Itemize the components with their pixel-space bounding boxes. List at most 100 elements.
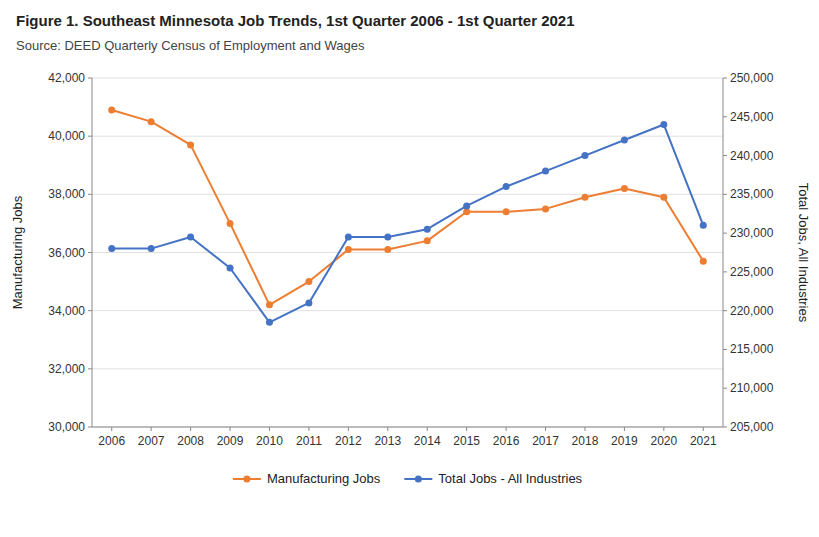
point bbox=[660, 121, 667, 128]
grid-line bbox=[92, 252, 723, 253]
y-tick-label: 36,000 bbox=[48, 246, 85, 260]
point bbox=[227, 220, 234, 227]
y2-tick bbox=[723, 233, 727, 234]
point bbox=[108, 106, 115, 113]
x-tick bbox=[584, 427, 585, 431]
chart: Figure 1. Southeast Minnesota Job Trends… bbox=[0, 0, 819, 537]
y2-tick-label: 210,000 bbox=[730, 381, 774, 395]
x-tick bbox=[466, 427, 467, 431]
y-tick bbox=[88, 310, 92, 311]
point bbox=[148, 118, 155, 125]
point bbox=[266, 319, 273, 326]
y-tick bbox=[88, 194, 92, 195]
point bbox=[700, 258, 707, 265]
x-tick-label: 2021 bbox=[690, 434, 717, 448]
y2-axis-line bbox=[723, 78, 724, 427]
point bbox=[187, 141, 194, 148]
x-tick-label: 2018 bbox=[572, 434, 599, 448]
x-tick bbox=[190, 427, 191, 431]
x-tick bbox=[703, 427, 704, 431]
y2-tick-label: 235,000 bbox=[730, 187, 774, 201]
y2-tick bbox=[723, 271, 727, 272]
point bbox=[384, 233, 391, 240]
y-tick bbox=[88, 78, 92, 79]
subtitle: Source: DEED Quarterly Census of Employm… bbox=[16, 38, 365, 53]
y2-tick bbox=[723, 310, 727, 311]
y-tick bbox=[88, 252, 92, 253]
x-tick bbox=[545, 427, 546, 431]
x-tick-label: 2010 bbox=[256, 434, 283, 448]
grid-line bbox=[92, 78, 723, 79]
point bbox=[384, 246, 391, 253]
point bbox=[660, 194, 667, 201]
legend-item: Total Jobs - All Industries bbox=[404, 471, 582, 486]
legend-item: Manufacturing Jobs bbox=[233, 471, 381, 486]
series-line bbox=[112, 125, 704, 323]
x-tick bbox=[663, 427, 664, 431]
data bbox=[108, 106, 707, 325]
y-tick-label: 32,000 bbox=[48, 362, 85, 376]
x-tick bbox=[387, 427, 388, 431]
x-tick-label: 2020 bbox=[650, 434, 677, 448]
point bbox=[542, 205, 549, 212]
x-tick-label: 2019 bbox=[611, 434, 638, 448]
x-tick-label: 2011 bbox=[296, 434, 322, 448]
y2-tick bbox=[723, 427, 727, 428]
legend-marker bbox=[243, 476, 250, 483]
x-tick bbox=[230, 427, 231, 431]
y2-tick-label: 220,000 bbox=[730, 304, 774, 318]
point bbox=[503, 183, 510, 190]
point bbox=[621, 137, 628, 144]
grid-line bbox=[92, 310, 723, 311]
y2-tick-label: 215,000 bbox=[730, 342, 774, 356]
y-tick-label: 42,000 bbox=[48, 71, 85, 85]
axes: 2006200720082009201020112012201320142015… bbox=[48, 71, 773, 448]
point bbox=[266, 301, 273, 308]
legend-label: Total Jobs - All Industries bbox=[438, 471, 582, 486]
y2-tick-label: 250,000 bbox=[730, 71, 774, 85]
point bbox=[621, 185, 628, 192]
point bbox=[581, 152, 588, 159]
point bbox=[503, 208, 510, 215]
y2-tick-label: 225,000 bbox=[730, 265, 774, 279]
y2-tick-label: 205,000 bbox=[730, 420, 774, 434]
point bbox=[227, 265, 234, 272]
x-tick bbox=[269, 427, 270, 431]
y-tick-label: 38,000 bbox=[48, 187, 85, 201]
x-tick bbox=[427, 427, 428, 431]
x-tick bbox=[624, 427, 625, 431]
y-tick-label: 30,000 bbox=[48, 420, 85, 434]
legend-marker bbox=[415, 476, 422, 483]
y-tick bbox=[88, 427, 92, 428]
x-tick bbox=[111, 427, 112, 431]
point bbox=[581, 194, 588, 201]
point bbox=[424, 237, 431, 244]
point bbox=[305, 299, 312, 306]
legend: Manufacturing Jobs Total Jobs - All Indus… bbox=[233, 471, 583, 486]
x-tick-label: 2012 bbox=[335, 434, 362, 448]
y-tick bbox=[88, 136, 92, 137]
title: Figure 1. Southeast Minnesota Job Trends… bbox=[16, 12, 575, 29]
y-tick-label: 40,000 bbox=[48, 129, 85, 143]
y2-tick-label: 240,000 bbox=[730, 149, 774, 163]
x-tick bbox=[308, 427, 309, 431]
x-tick-label: 2017 bbox=[532, 434, 559, 448]
x-tick bbox=[348, 427, 349, 431]
point bbox=[108, 245, 115, 252]
background bbox=[0, 0, 819, 537]
x-tick bbox=[151, 427, 152, 431]
point bbox=[463, 202, 470, 209]
grid bbox=[92, 78, 723, 427]
y-axis-label: Manufacturing Jobs bbox=[10, 195, 25, 309]
x-tick bbox=[506, 427, 507, 431]
point bbox=[187, 233, 194, 240]
y-tick bbox=[88, 368, 92, 369]
y-tick-label: 34,000 bbox=[48, 304, 85, 318]
y2-tick-label: 230,000 bbox=[730, 226, 774, 240]
grid-line bbox=[92, 427, 723, 428]
point bbox=[424, 226, 431, 233]
y2-tick bbox=[723, 194, 727, 195]
x-axis-line bbox=[92, 427, 723, 428]
point bbox=[345, 233, 352, 240]
y2-axis-label: Total Jobs, All Industries bbox=[796, 183, 811, 323]
